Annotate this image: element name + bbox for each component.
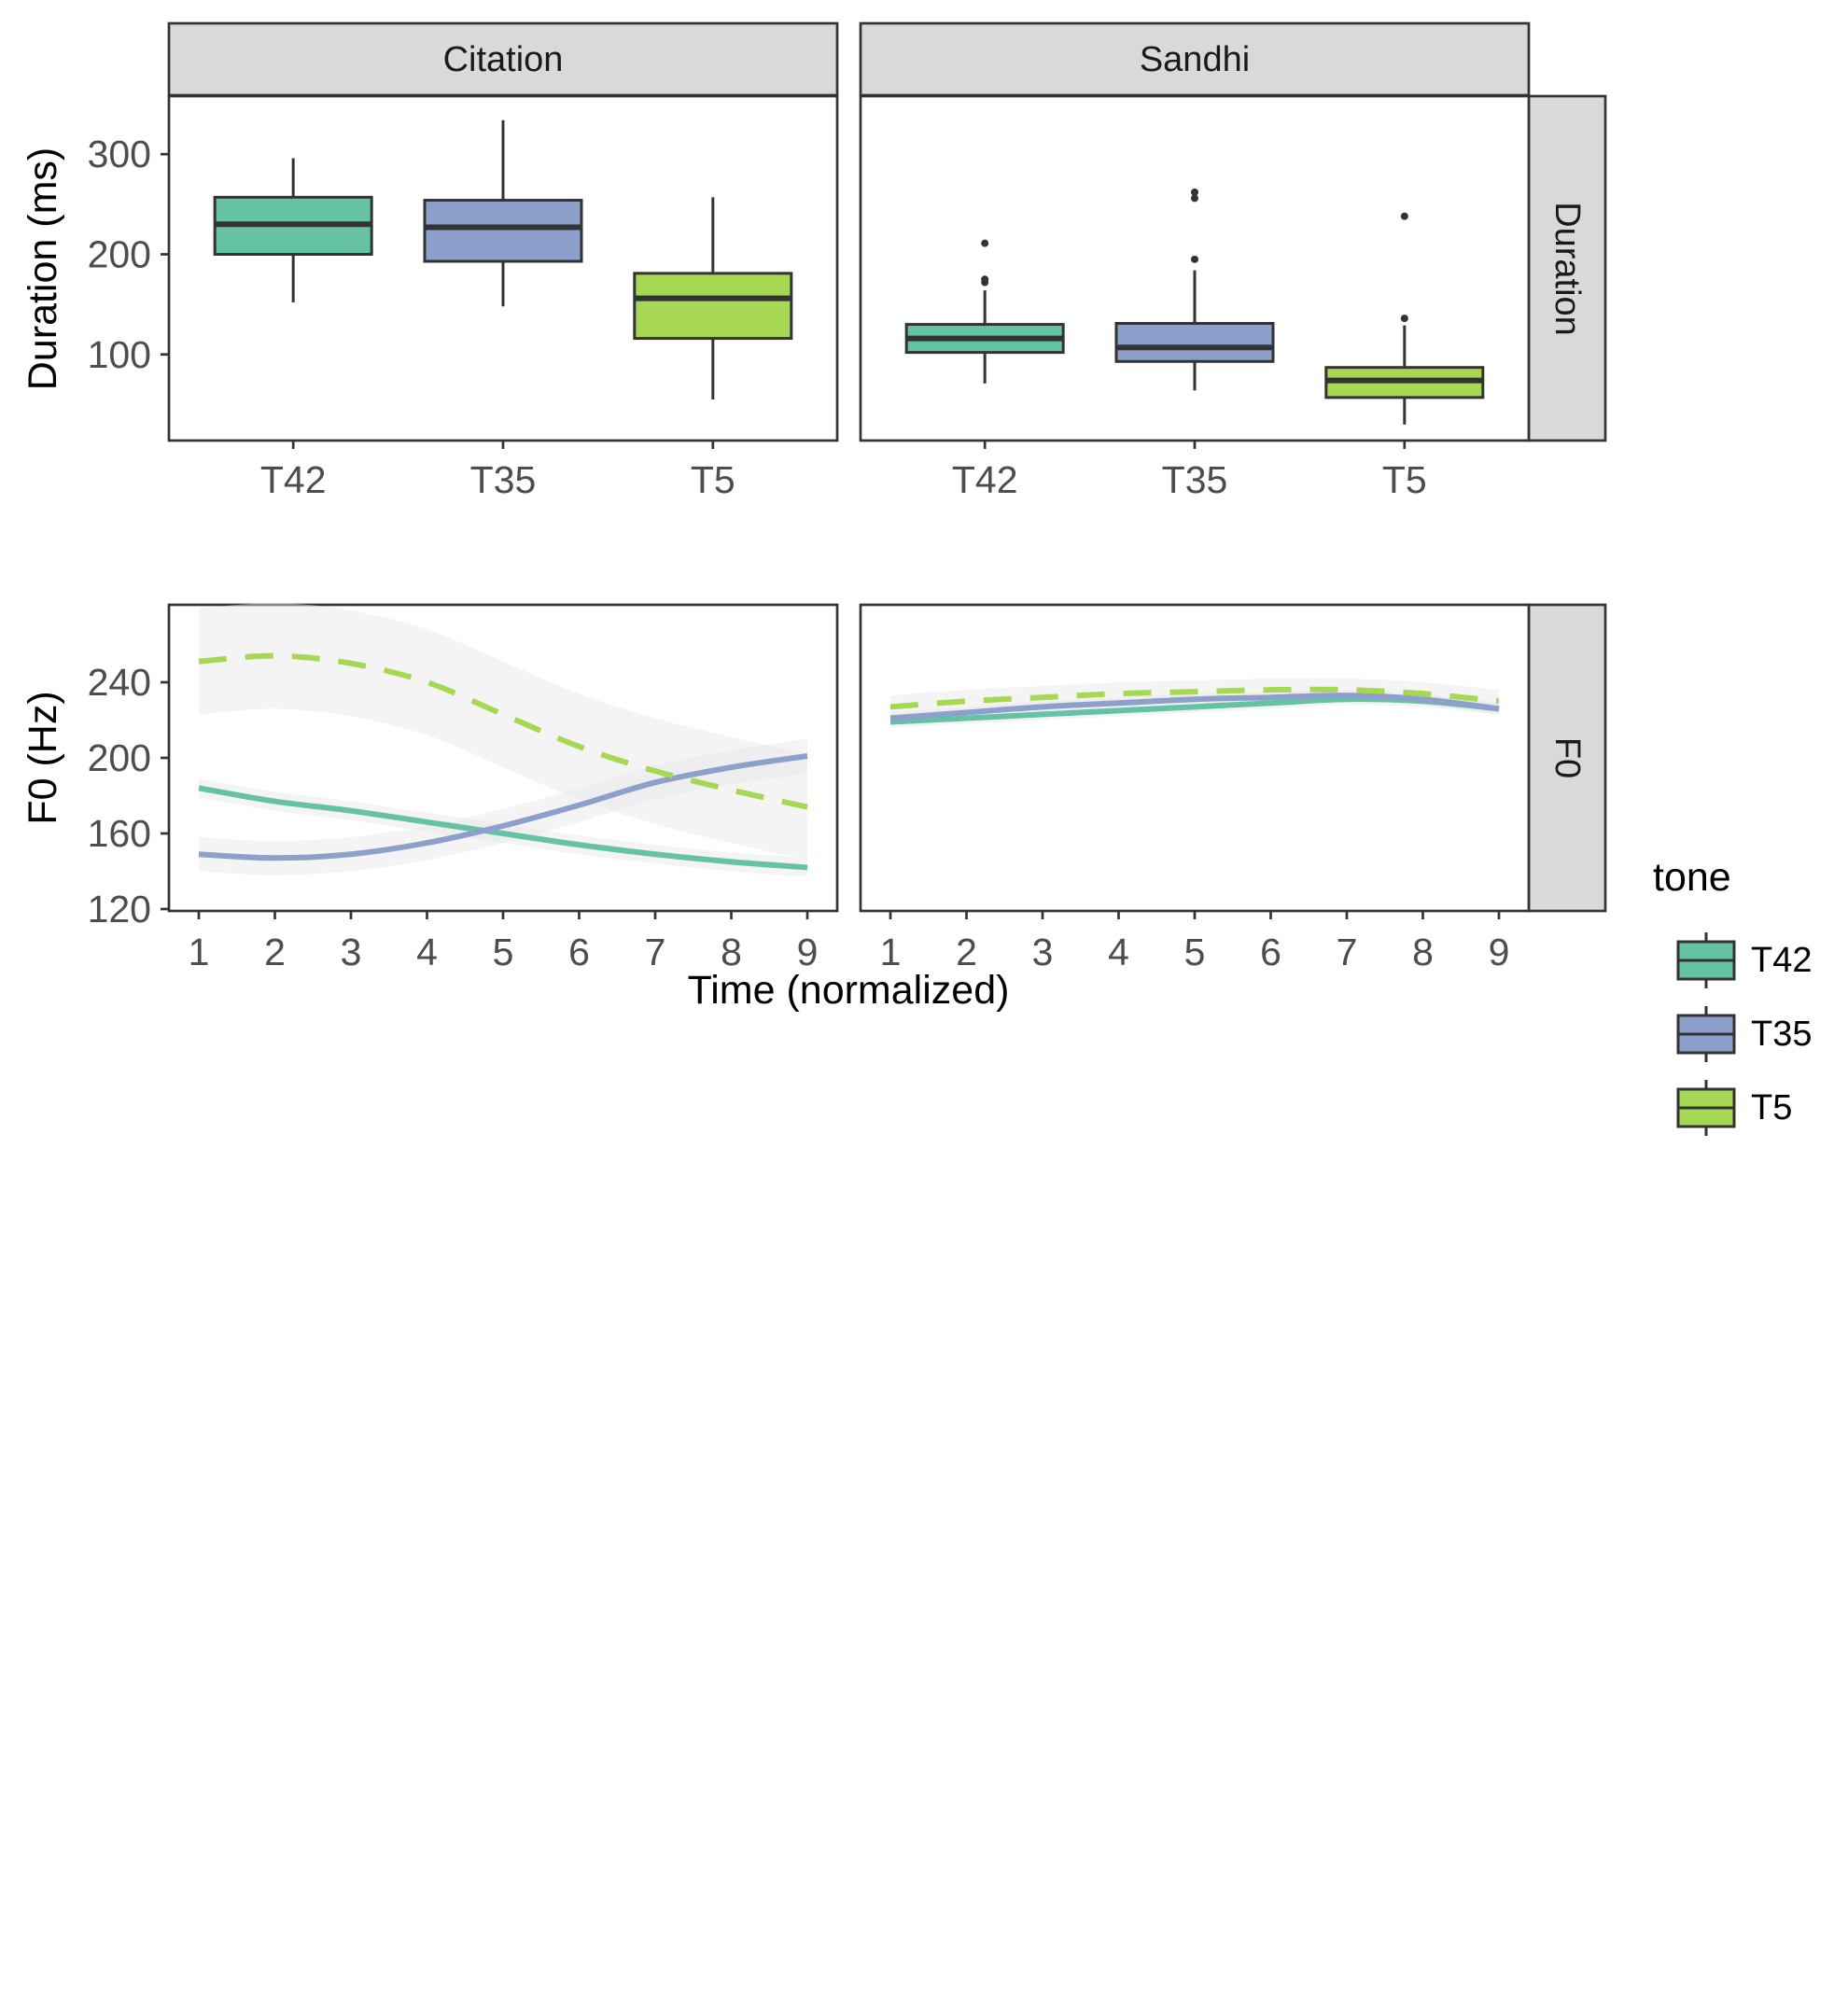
box-sandhi-T35 xyxy=(1114,321,1275,363)
y-tick-label-duration-200: 200 xyxy=(88,232,151,275)
legend-title: tone xyxy=(1653,855,1731,900)
y-tick-label-f0-200: 200 xyxy=(88,736,151,779)
y-axis-title-f0: F0 (Hz) xyxy=(21,691,65,824)
y-tick-label-f0-240: 240 xyxy=(88,661,151,704)
x-axis-title: Time (normalized) xyxy=(688,968,1010,1013)
y-tick-label-f0-160: 160 xyxy=(88,812,151,855)
box-citation-T35 xyxy=(423,199,583,263)
series-line-citation-T5 xyxy=(198,652,808,810)
strip-citation xyxy=(167,21,839,97)
strip-label-f0: F0 xyxy=(1547,737,1587,778)
ci-ribbon-citation-T5 xyxy=(199,602,807,861)
legend-item-T5: T5 xyxy=(1676,1080,1792,1136)
x-tick-label-f0-sandhi-7: 7 xyxy=(1337,931,1358,973)
y-tick-label-f0-120: 120 xyxy=(88,888,151,931)
strip-sandhi xyxy=(859,21,1531,97)
series-line-citation-T42 xyxy=(198,785,808,871)
x-tick-label-f0-citation-3: 3 xyxy=(341,931,362,973)
x-tick-label-f0-sandhi-5: 5 xyxy=(1184,931,1206,973)
x-tick-label-f0-citation-8: 8 xyxy=(721,931,742,973)
x-tick-label-f0-sandhi-1: 1 xyxy=(880,931,902,973)
series-line-sandhi-T35 xyxy=(889,693,1500,721)
outlier-sandhi-T35-1 xyxy=(1191,194,1198,203)
legend-item-T35: T35 xyxy=(1676,1006,1812,1062)
legend-item-T42: T42 xyxy=(1676,932,1812,988)
x-tick-label-f0-sandhi-8: 8 xyxy=(1412,931,1434,973)
outlier-sandhi-T35-0 xyxy=(1191,255,1198,263)
x-tick-label-duration-citation-T5: T5 xyxy=(691,458,735,501)
x-tick-label-f0-sandhi-9: 9 xyxy=(1489,931,1510,973)
x-tick-label-f0-citation-4: 4 xyxy=(416,931,438,973)
box-citation-T5 xyxy=(633,272,793,341)
legend-label-T42: T42 xyxy=(1751,941,1812,980)
series-line-sandhi-T5 xyxy=(889,686,1500,710)
strip-label-duration: Duration xyxy=(1547,202,1587,336)
legend-label-T35: T35 xyxy=(1751,1015,1812,1054)
x-tick-label-duration-citation-T35: T35 xyxy=(470,458,537,501)
x-tick-label-f0-sandhi-3: 3 xyxy=(1032,931,1054,973)
chart-marks: 100 200 300 T42 T35 T5 T42 T35 T5 120 160 200 240 1 2 3… xyxy=(88,119,1510,973)
strip-label-sandhi: Sandhi xyxy=(1140,40,1250,79)
y-axis-title-duration: Duration (ms) xyxy=(21,147,65,390)
x-tick-label-f0-citation-2: 2 xyxy=(264,931,286,973)
x-tick-label-f0-citation-7: 7 xyxy=(645,931,666,973)
x-tick-label-f0-sandhi-6: 6 xyxy=(1260,931,1281,973)
x-tick-label-duration-citation-T42: T42 xyxy=(260,458,327,501)
x-tick-label-duration-sandhi-T35: T35 xyxy=(1162,458,1228,501)
legend: T42 T35 T5 xyxy=(1676,932,1812,1136)
outlier-sandhi-T35-2 xyxy=(1191,188,1198,196)
x-tick-label-f0-citation-6: 6 xyxy=(568,931,590,973)
outlier-sandhi-T5-0 xyxy=(1400,315,1408,323)
y-tick-label-duration-100: 100 xyxy=(88,333,151,376)
outlier-sandhi-T42-2 xyxy=(981,239,989,247)
x-tick-label-duration-sandhi-T5: T5 xyxy=(1382,458,1427,501)
legend-label-T5: T5 xyxy=(1751,1088,1792,1127)
outlier-sandhi-T5-1 xyxy=(1400,212,1408,220)
x-tick-label-duration-sandhi-T42: T42 xyxy=(952,458,1018,501)
strip-duration xyxy=(1527,94,1607,442)
x-tick-label-f0-sandhi-2: 2 xyxy=(956,931,977,973)
x-tick-label-f0-sandhi-4: 4 xyxy=(1108,931,1129,973)
outlier-sandhi-T42-1 xyxy=(981,275,989,284)
panel-f0-sandhi xyxy=(859,603,1531,913)
strip-f0 xyxy=(1527,603,1607,913)
x-tick-label-f0-citation-9: 9 xyxy=(797,931,819,973)
y-tick-label-duration-300: 300 xyxy=(88,133,151,175)
series-line-citation-T35 xyxy=(198,753,808,861)
strip-label-citation: Citation xyxy=(443,40,564,79)
x-tick-label-f0-citation-5: 5 xyxy=(493,931,514,973)
x-tick-label-f0-citation-1: 1 xyxy=(189,931,210,973)
